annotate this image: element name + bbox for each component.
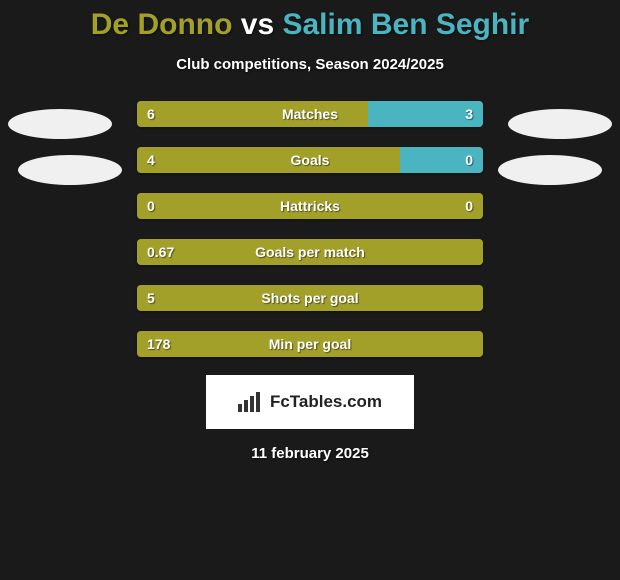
stat-row: 5Shots per goal xyxy=(137,285,483,311)
player1-name: De Donno xyxy=(91,8,233,41)
brand-text: FcTables.com xyxy=(270,392,382,412)
stat-row: 178Min per goal xyxy=(137,331,483,357)
brand-logo-icon xyxy=(238,392,264,412)
stat-value-player1: 0.67 xyxy=(147,244,174,260)
stat-bar-player1 xyxy=(137,331,483,357)
stat-bar-player1 xyxy=(137,101,368,127)
brand-badge: FcTables.com xyxy=(206,375,414,429)
stat-value-player1: 6 xyxy=(147,106,155,122)
stat-value-player2: 0 xyxy=(465,152,473,168)
stat-bar-player1 xyxy=(137,193,483,219)
stat-bar-player1 xyxy=(137,285,483,311)
stats-chart: 63Matches40Goals00Hattricks0.67Goals per… xyxy=(0,101,620,361)
stat-value-player2: 3 xyxy=(465,106,473,122)
player1-avatar-shadow xyxy=(18,155,122,185)
vs-text: vs xyxy=(232,8,282,41)
stat-value-player1: 0 xyxy=(147,198,155,214)
stat-row: 0.67Goals per match xyxy=(137,239,483,265)
stat-bar-player1 xyxy=(137,239,483,265)
stat-row: 63Matches xyxy=(137,101,483,127)
stat-row: 40Goals xyxy=(137,147,483,173)
player1-avatar-placeholder xyxy=(8,109,112,139)
stat-value-player1: 5 xyxy=(147,290,155,306)
stat-bars-container: 63Matches40Goals00Hattricks0.67Goals per… xyxy=(137,101,483,377)
player2-avatar-shadow xyxy=(498,155,602,185)
comparison-title: De Donno vs Salim Ben Seghir xyxy=(0,0,620,42)
player2-avatar-placeholder xyxy=(508,109,612,139)
stat-value-player1: 178 xyxy=(147,336,170,352)
stat-bar-player1 xyxy=(137,147,400,173)
date-text: 11 february 2025 xyxy=(0,445,620,462)
stat-value-player1: 4 xyxy=(147,152,155,168)
stat-value-player2: 0 xyxy=(465,198,473,214)
subtitle: Club competitions, Season 2024/2025 xyxy=(0,56,620,73)
stat-row: 00Hattricks xyxy=(137,193,483,219)
player2-name: Salim Ben Seghir xyxy=(282,8,529,41)
